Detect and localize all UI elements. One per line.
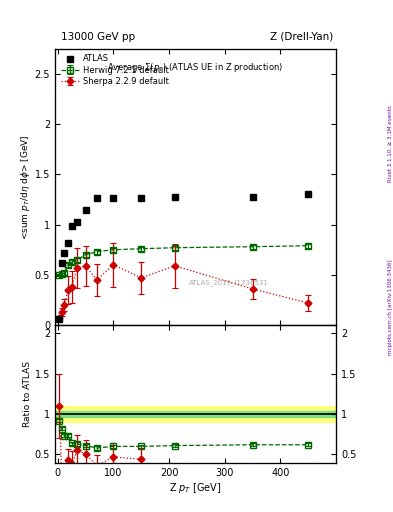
- Y-axis label: Ratio to ATLAS: Ratio to ATLAS: [23, 361, 32, 427]
- ATLAS: [66, 240, 70, 246]
- ATLAS: [94, 196, 99, 202]
- Legend: ATLAS, Herwig 7.2.1 default, Sherpa 2.2.9 default: ATLAS, Herwig 7.2.1 default, Sherpa 2.2.…: [59, 53, 170, 88]
- ATLAS: [69, 223, 74, 229]
- Text: Rivet 3.1.10, ≥ 3.1M events: Rivet 3.1.10, ≥ 3.1M events: [388, 105, 393, 182]
- ATLAS: [111, 196, 116, 202]
- ATLAS: [62, 250, 67, 256]
- Text: 13000 GeV pp: 13000 GeV pp: [61, 32, 135, 42]
- Bar: [55, 411, 336, 417]
- ATLAS: [306, 191, 310, 198]
- ATLAS: [57, 316, 62, 322]
- Text: Z (Drell-Yan): Z (Drell-Yan): [270, 32, 333, 42]
- Y-axis label: <sum $p_T$/d$\eta$ d$\phi$> [GeV]: <sum $p_T$/d$\eta$ d$\phi$> [GeV]: [19, 134, 32, 240]
- ATLAS: [83, 206, 88, 212]
- ATLAS: [172, 195, 177, 201]
- Text: Average $\Sigma(p_T)$ (ATLAS UE in Z production): Average $\Sigma(p_T)$ (ATLAS UE in Z pro…: [107, 61, 284, 74]
- Text: mcplots.cern.ch [arXiv:1306.3436]: mcplots.cern.ch [arXiv:1306.3436]: [388, 260, 393, 355]
- ATLAS: [75, 219, 80, 225]
- ATLAS: [59, 260, 64, 266]
- Bar: [55, 406, 336, 422]
- Text: ATLAS_2019_I1736531: ATLAS_2019_I1736531: [189, 280, 269, 286]
- ATLAS: [250, 195, 255, 201]
- Line: ATLAS: ATLAS: [56, 191, 311, 322]
- X-axis label: Z $p_T$ [GeV]: Z $p_T$ [GeV]: [169, 481, 222, 495]
- ATLAS: [139, 196, 143, 202]
